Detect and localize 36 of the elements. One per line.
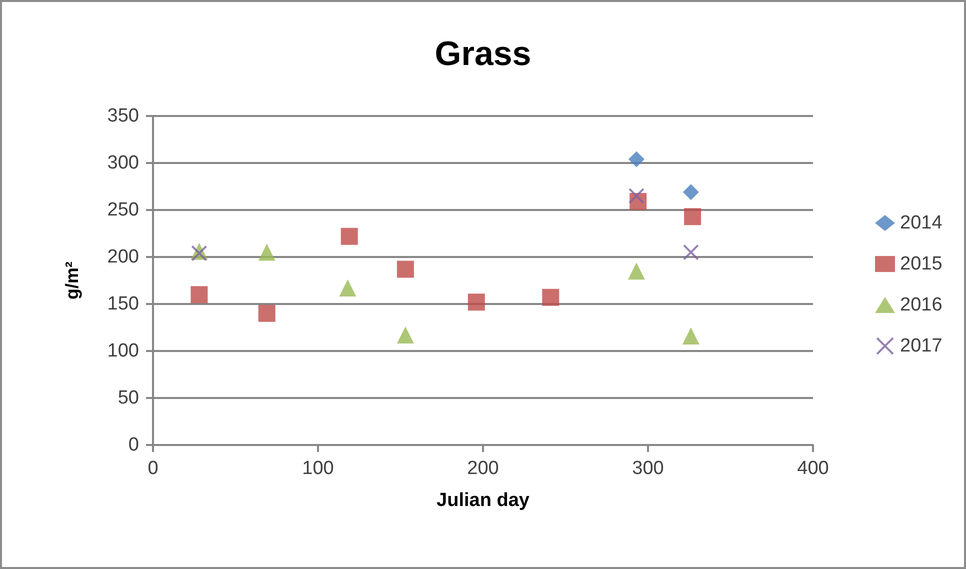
y-tick-label: 150 <box>107 294 139 314</box>
y-tick-label: 300 <box>107 152 139 174</box>
point <box>682 244 699 260</box>
point <box>340 228 358 245</box>
y-tick-label: 350 <box>107 106 139 126</box>
point <box>682 327 700 344</box>
legend-label: 2017 <box>900 336 942 356</box>
y-tick-label: 100 <box>107 340 139 362</box>
point <box>396 260 414 278</box>
point <box>339 280 356 297</box>
point <box>258 244 276 261</box>
point <box>628 262 645 280</box>
legend-label: 2016 <box>900 294 942 316</box>
y-axis-title: g/m² <box>62 262 82 300</box>
point <box>468 294 485 311</box>
y-tick-label: 0 <box>128 434 139 456</box>
point <box>682 184 699 200</box>
point <box>684 208 702 226</box>
point <box>190 286 208 304</box>
x-tick-label: 100 <box>302 458 334 479</box>
point <box>542 288 560 306</box>
x-tick-label: 200 <box>467 458 499 479</box>
x-axis-title: Julian day <box>436 490 530 511</box>
point <box>628 188 644 204</box>
x-tick-label: 0 <box>148 458 158 479</box>
y-tick-label: 200 <box>107 246 139 268</box>
legend-label: 2015 <box>900 254 942 274</box>
chart-title: Grass <box>434 35 532 73</box>
point <box>396 326 414 344</box>
x-tick-label: 400 <box>797 458 829 479</box>
point <box>258 304 276 322</box>
x-tick-label: 300 <box>632 458 664 479</box>
legend-label: 2014 <box>900 212 943 234</box>
y-tick-label: 250 <box>107 200 139 220</box>
y-tick-label: 50 <box>118 388 139 408</box>
point <box>628 151 644 168</box>
